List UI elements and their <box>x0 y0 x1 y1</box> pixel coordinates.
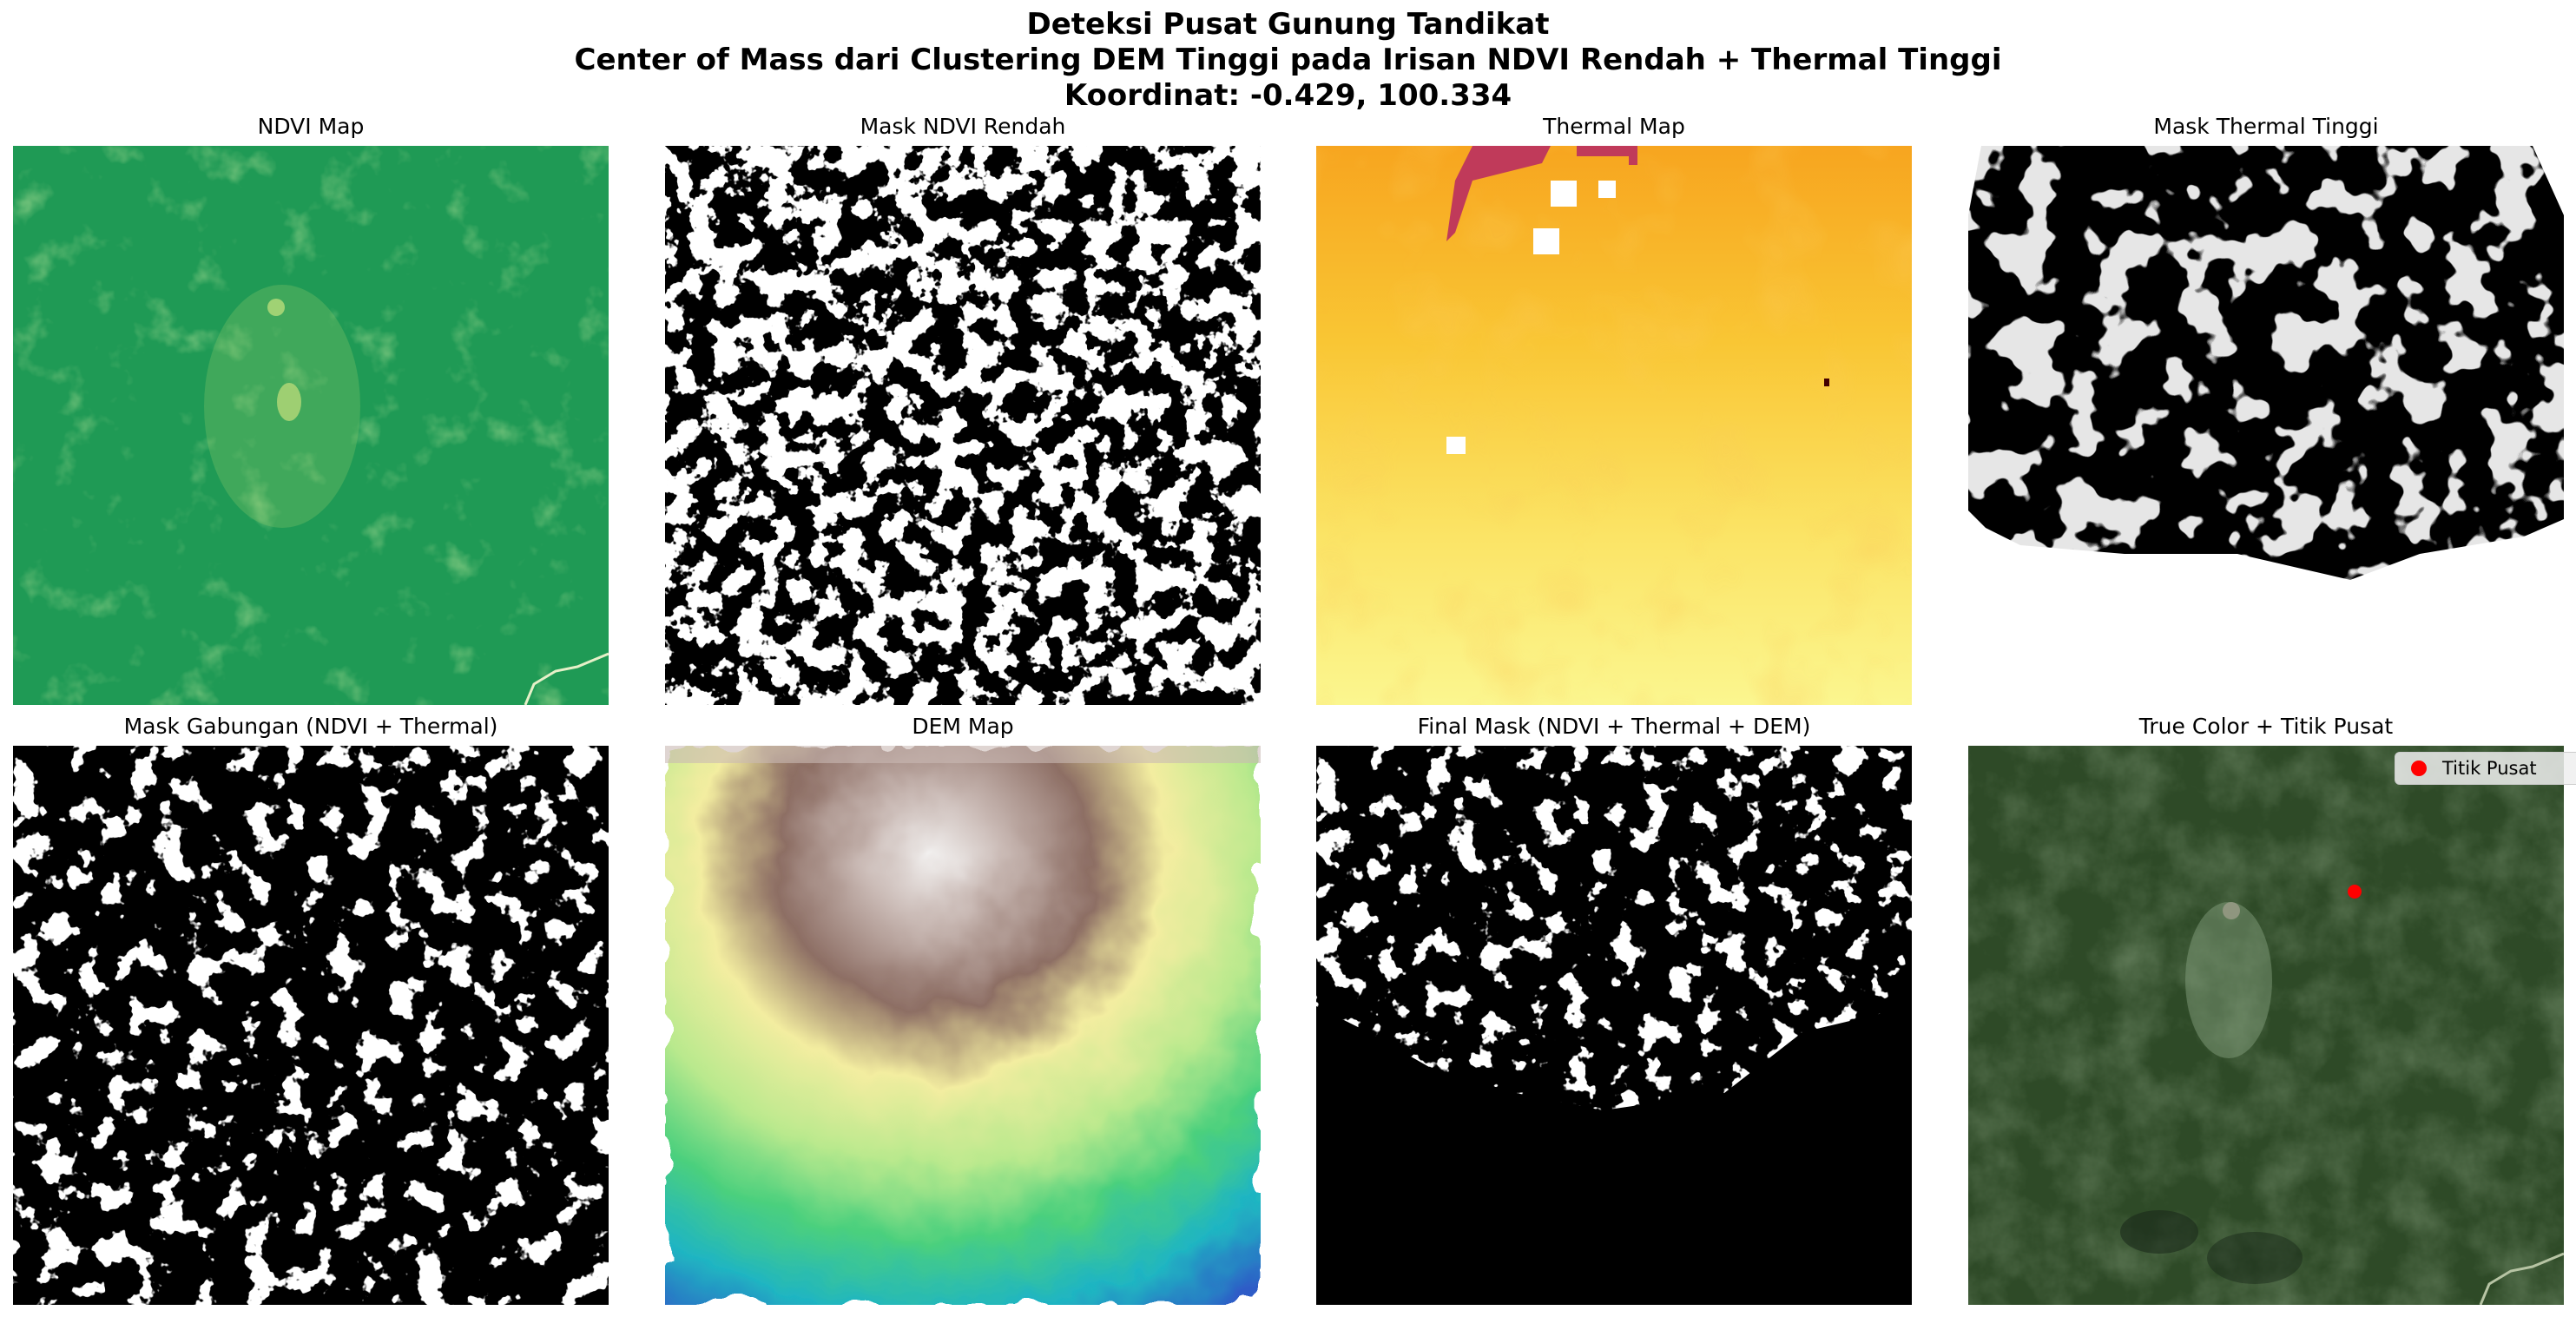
panel-title-final-mask: Final Mask (NDVI + Thermal + DEM) <box>1417 714 1811 739</box>
final-mask-image <box>1316 746 1912 1305</box>
panel-title-mask-ndvi-rendah: Mask NDVI Rendah <box>860 114 1066 139</box>
panel-title-true-color: True Color + Titik Pusat <box>2138 714 2394 739</box>
title-line-1: Deteksi Pusat Gunung Tandikat <box>1026 7 1550 42</box>
title-line-3-coordinates: Koordinat: -0.429, 100.334 <box>1064 78 1512 113</box>
legend: Titik Pusat <box>2395 752 2576 785</box>
panel-title-mask-thermal-tinggi: Mask Thermal Tinggi <box>2153 114 2379 139</box>
mask-ndvi-rendah-image <box>665 146 1261 705</box>
panel-title-thermal-map: Thermal Map <box>1543 114 1685 139</box>
center-point-marker <box>2348 885 2362 899</box>
title-line-2: Center of Mass dari Clustering DEM Tingg… <box>574 43 2002 77</box>
thermal-map-image <box>1316 146 1912 705</box>
ndvi-map-image <box>13 146 609 705</box>
panel-title-dem-map: DEM Map <box>912 714 1014 739</box>
panel-title-mask-gabungan: Mask Gabungan (NDVI + Thermal) <box>123 714 498 739</box>
true-color-image <box>1968 746 2564 1305</box>
legend-marker-icon <box>2411 761 2427 776</box>
figure-title: Deteksi Pusat Gunung Tandikat Center of … <box>0 7 2576 114</box>
dem-map-image <box>665 746 1261 1305</box>
mask-gabungan-image <box>13 746 609 1305</box>
legend-label: Titik Pusat <box>2442 758 2537 779</box>
mask-thermal-tinggi-image <box>1968 146 2564 705</box>
panel-title-ndvi-map: NDVI Map <box>257 114 365 139</box>
